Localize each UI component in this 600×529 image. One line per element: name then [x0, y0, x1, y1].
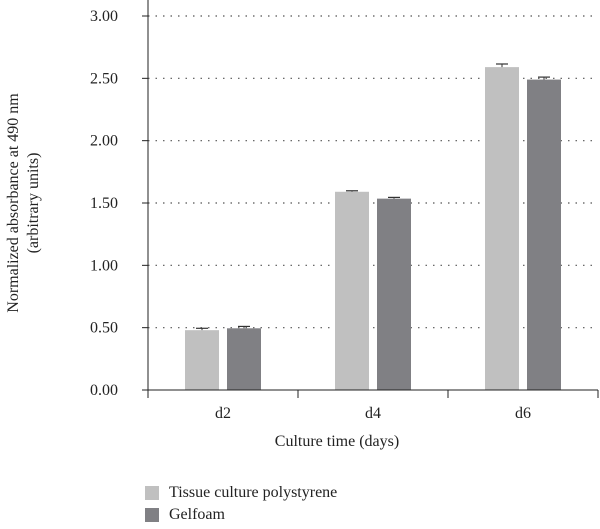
bar-gelfoam-d6 — [527, 79, 561, 390]
x-axis-title: Culture time (days) — [275, 433, 399, 450]
legend-swatch-polystyrene — [145, 486, 159, 500]
y-axis-title-line2: (arbitrary units) — [25, 153, 42, 254]
legend-label-polystyrene: Tissue culture polystyrene — [169, 484, 338, 501]
legend-item-gelfoam: Gelfoam — [145, 504, 337, 526]
y-tick-label: 2.00 — [90, 133, 118, 150]
y-tick-label: 0.00 — [90, 382, 118, 399]
error-bars — [196, 63, 550, 331]
x-tick-label: d2 — [215, 405, 231, 422]
bars — [185, 67, 561, 390]
x-tick-label: d6 — [515, 405, 531, 422]
bar-gelfoam-d2 — [227, 328, 261, 390]
y-tick-label: 1.50 — [90, 195, 118, 212]
bar-gelfoam-d4 — [377, 198, 411, 390]
y-tick-label: 3.00 — [90, 8, 118, 25]
axes — [142, 0, 599, 398]
bar-polystyrene-d6 — [485, 67, 519, 390]
y-tick-label: 2.50 — [90, 70, 118, 87]
bar-polystyrene-d2 — [185, 330, 219, 390]
legend-swatch-gelfoam — [145, 508, 159, 522]
x-tick-label: d4 — [365, 405, 381, 422]
y-tick-label: 0.50 — [90, 320, 118, 337]
legend-label-gelfoam: Gelfoam — [169, 506, 225, 523]
bar-polystyrene-d4 — [335, 191, 369, 390]
legend: Tissue culture polystyrene Gelfoam — [145, 482, 337, 526]
x-tick-labels: d2 d4 d6 — [215, 405, 531, 422]
y-axis-title-line1: Normalized absorbance at 490 nm — [5, 93, 22, 313]
y-tick-label: 1.00 — [90, 257, 118, 274]
bar-chart: 0.00 0.50 1.00 1.50 2.00 2.50 3.00 d2 d4 d6 Cult… — [5, 0, 599, 450]
gridlines — [148, 15, 598, 329]
y-tick-labels: 0.00 0.50 1.00 1.50 2.00 2.50 3.00 — [90, 8, 118, 399]
legend-item-polystyrene: Tissue culture polystyrene — [145, 482, 337, 504]
